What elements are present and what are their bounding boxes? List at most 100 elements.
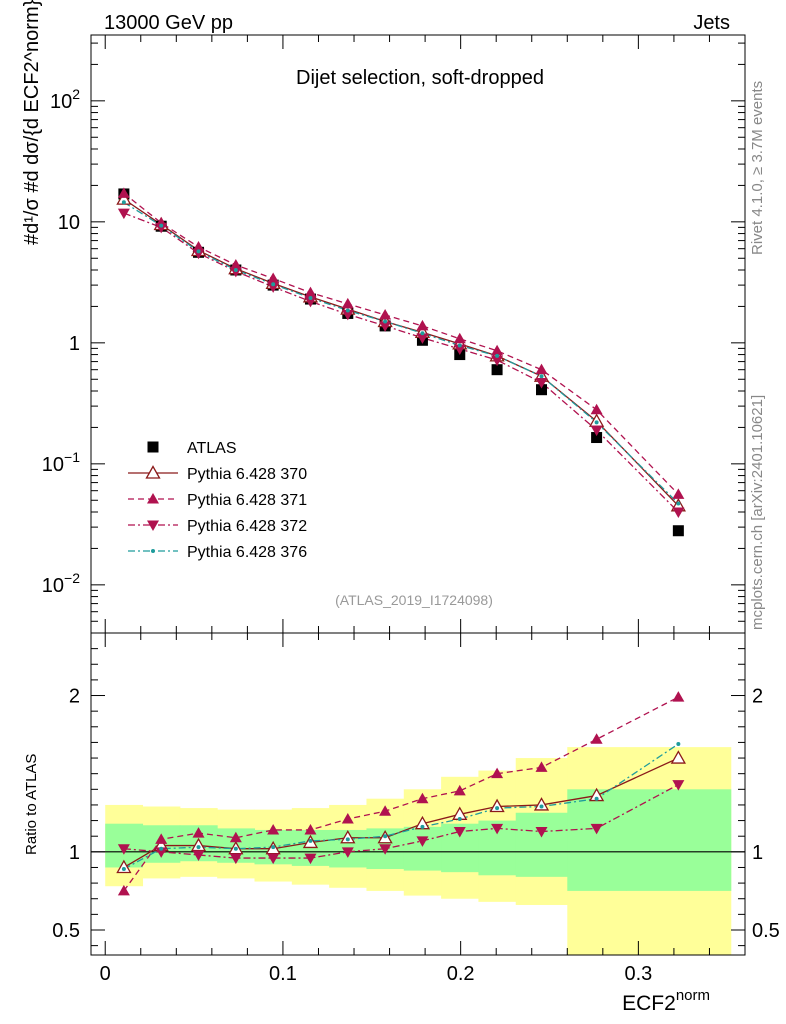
ratio-band-inner-11 bbox=[515, 812, 568, 877]
main-point-s0-10 bbox=[491, 364, 503, 376]
main-point-s2-9 bbox=[453, 332, 466, 344]
main-point-s3-6 bbox=[341, 309, 354, 321]
ratio-point-s2-10 bbox=[491, 823, 504, 835]
ratio-point-s1-8 bbox=[416, 792, 429, 804]
main-point-s4-11 bbox=[539, 374, 544, 379]
ratio-x-tick-label-0: 0 bbox=[100, 963, 111, 985]
main-point-s3-3 bbox=[229, 266, 242, 278]
main-y-tick-label-2: 1 bbox=[69, 333, 80, 355]
legend-label-0: ATLAS bbox=[187, 440, 237, 457]
main-y-tick-exp-0: −2 bbox=[64, 570, 80, 586]
ratio-band-inner-13 bbox=[625, 789, 732, 891]
ratio-point-s2-6 bbox=[341, 847, 354, 858]
legend-label-2: Pythia 6.428 371 bbox=[187, 492, 307, 509]
main-y-tick-exp-4: 2 bbox=[72, 86, 80, 102]
ratio-point-s1-0 bbox=[117, 884, 130, 896]
legend-marker-1 bbox=[145, 465, 161, 479]
main-point-s2-6 bbox=[341, 297, 354, 309]
ratio-point-s2-12 bbox=[590, 823, 603, 835]
ratio-point-s2-0 bbox=[117, 844, 130, 855]
ratio-y-tick-label-left-1: 1 bbox=[69, 842, 80, 864]
main-point-s3-0 bbox=[117, 208, 130, 220]
ratio-y-tick-label-left-0: 0.5 bbox=[52, 920, 80, 942]
ratio-point-s3-3 bbox=[233, 846, 238, 851]
main-title: Dijet selection, soft-dropped bbox=[296, 67, 544, 89]
main-y-tick-label-3: 10 bbox=[58, 212, 80, 234]
ratio-point-s3-10 bbox=[495, 806, 500, 811]
ratio-y-tick-label-left-2: 2 bbox=[69, 686, 80, 708]
ratio-point-s2-13 bbox=[672, 780, 685, 791]
ratio-point-s2-8 bbox=[416, 836, 429, 847]
ratio-point-s1-9 bbox=[453, 784, 466, 796]
ratio-y-label: Ratio to ATLAS bbox=[23, 754, 40, 855]
ratio-point-s1-11 bbox=[535, 761, 548, 772]
main-point-s4-12 bbox=[594, 420, 599, 425]
ratio-point-s3-11 bbox=[539, 804, 544, 809]
main-point-s4-5 bbox=[308, 295, 313, 300]
main-point-s3-8 bbox=[416, 333, 429, 344]
legend-marker-4 bbox=[151, 549, 155, 553]
analysis-label: (ATLAS_2019_I1724098) bbox=[335, 592, 493, 608]
main-point-s4-3 bbox=[233, 267, 238, 272]
main-y-tick-exp-1: −1 bbox=[64, 449, 80, 465]
ratio-band-inner-12 bbox=[567, 789, 627, 891]
ratio-point-s3-8 bbox=[420, 824, 425, 829]
legend-marker-3 bbox=[147, 520, 159, 531]
legend-marker-0 bbox=[147, 441, 159, 453]
main-point-s3-5 bbox=[304, 296, 317, 308]
ratio-point-s0-13 bbox=[670, 750, 686, 764]
main-point-s3-12 bbox=[590, 425, 603, 437]
main-point-s2-7 bbox=[379, 308, 392, 320]
ratio-point-s0-10 bbox=[489, 798, 505, 813]
ratio-point-s2-1 bbox=[155, 847, 168, 858]
header-left: 13000 GeV pp bbox=[104, 12, 233, 34]
legend-label-1: Pythia 6.428 370 bbox=[187, 466, 307, 483]
ratio-y-tick-label-right-2: 2 bbox=[752, 686, 763, 708]
main-point-s4-7 bbox=[383, 319, 388, 324]
ratio-point-s2-9 bbox=[453, 827, 466, 838]
ratio-point-s0-6 bbox=[340, 829, 356, 844]
ratio-point-s1-1 bbox=[155, 833, 168, 844]
main-point-s0-11 bbox=[536, 384, 548, 396]
ratio-point-s2-11 bbox=[535, 827, 548, 838]
ratio-point-s3-1 bbox=[159, 846, 164, 851]
main-point-s4-9 bbox=[457, 343, 462, 348]
mcplots-label: mcplots.cern.ch [arXiv:2401.10621] bbox=[749, 395, 766, 630]
ratio-point-s1-12 bbox=[590, 733, 603, 744]
ratio-point-s1-3 bbox=[229, 831, 242, 843]
ratio-point-s2-4 bbox=[267, 853, 280, 865]
main-point-s2-12 bbox=[590, 403, 603, 415]
main-point-s3-1 bbox=[155, 222, 168, 234]
main-y-tick-label-4: 102 bbox=[50, 86, 80, 113]
main-point-s4-4 bbox=[271, 282, 276, 287]
ratio-point-s2-7 bbox=[379, 844, 392, 855]
main-y-tick-base-3: 10 bbox=[58, 212, 80, 234]
main-point-s2-13 bbox=[672, 488, 685, 499]
main-point-s2-4 bbox=[267, 272, 280, 284]
main-point-s4-6 bbox=[345, 308, 350, 313]
ratio-point-s1-7 bbox=[379, 805, 392, 816]
main-point-s2-10 bbox=[491, 344, 504, 356]
ratio-point-s3-13 bbox=[676, 741, 681, 746]
ratio-point-s1-5 bbox=[304, 823, 317, 835]
ratio-point-s2-3 bbox=[229, 853, 242, 865]
ratio-point-s3-4 bbox=[271, 845, 276, 850]
main-point-s3-4 bbox=[267, 282, 280, 293]
x-axis-label-sup: norm bbox=[676, 987, 710, 1004]
ratio-series-line-3 bbox=[123, 743, 679, 870]
main-point-s4-2 bbox=[196, 249, 201, 254]
ratio-point-s3-12 bbox=[594, 796, 599, 801]
main-series-line-3 bbox=[123, 212, 679, 513]
legend-label-3: Pythia 6.428 372 bbox=[187, 518, 307, 535]
main-series-line-1 bbox=[123, 198, 679, 507]
main-point-s3-11 bbox=[535, 378, 548, 389]
main-point-s2-5 bbox=[304, 286, 317, 298]
main-point-s3-13 bbox=[672, 507, 685, 518]
x-axis-label-main: ECF2 bbox=[622, 992, 676, 1015]
main-y-tick-base-0: 10 bbox=[42, 575, 64, 597]
main-point-s0-13 bbox=[672, 525, 684, 537]
main-point-s4-13 bbox=[676, 501, 681, 506]
main-y-tick-label-1: 10−1 bbox=[42, 449, 80, 476]
main-point-s2-11 bbox=[535, 363, 548, 375]
